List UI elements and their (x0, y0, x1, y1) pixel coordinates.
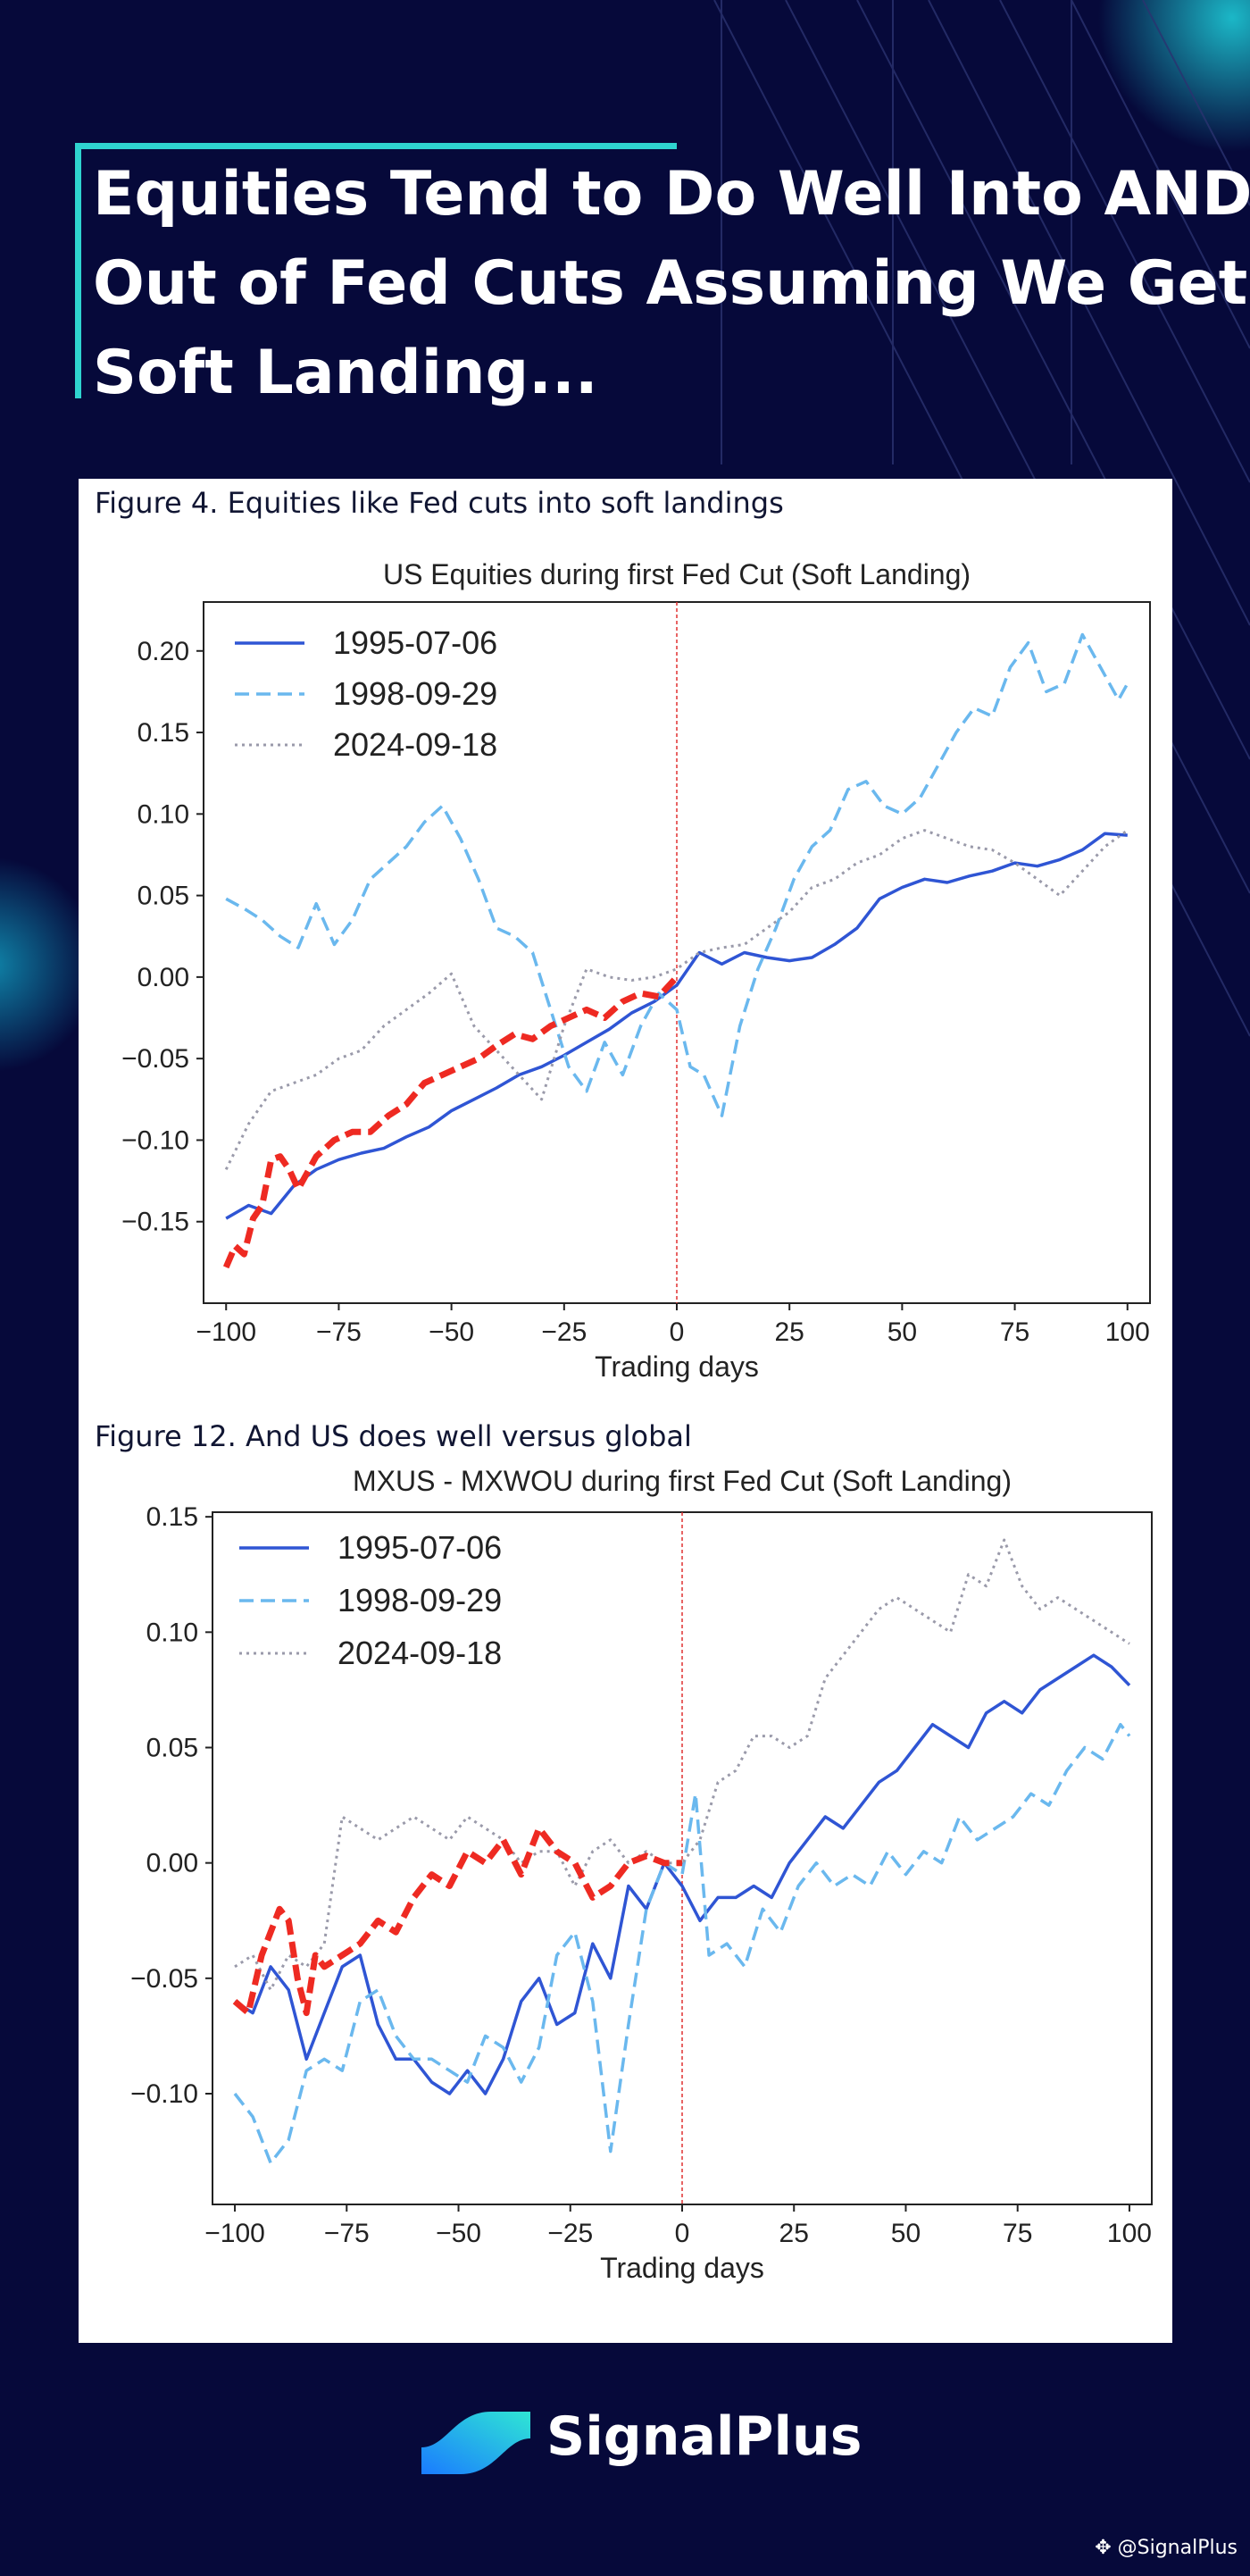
x-tick-label: 50 (888, 1317, 917, 1347)
x-axis-label: Trading days (600, 2252, 764, 2284)
figure-caption: Figure 4. Equities like Fed cuts into so… (95, 486, 784, 520)
y-tick-label: 0.15 (146, 1502, 198, 1532)
x-tick-label: 0 (675, 2219, 690, 2248)
x-tick-label: 0 (670, 1317, 685, 1347)
headline-accent-stripe (75, 143, 81, 398)
x-tick-label: 75 (1003, 2219, 1032, 2248)
us-equities-chart: US Equities during first Fed Cut (Soft L… (121, 558, 1151, 1383)
diagonal-lines (713, 0, 1250, 1037)
mxus-mxwou-chart: MXUS - MXWOU during first Fed Cut (Soft … (130, 1465, 1153, 2284)
y-tick-label: 0.20 (138, 637, 189, 666)
series-line-1995-07-06 (225, 832, 1128, 1220)
x-tick-label: −100 (196, 1317, 256, 1347)
y-tick-label: 0.00 (138, 963, 189, 992)
signalplus-small-icon: ✥ (1095, 2537, 1112, 2559)
series-line-2024-09-18 (224, 829, 1129, 1170)
y-tick-label: 0.00 (146, 1849, 198, 1878)
y-tick-label: −0.05 (121, 1044, 189, 1074)
brand: SignalPlus (420, 2398, 862, 2488)
legend-label: 1995-07-06 (333, 624, 497, 661)
series-line-highlight (232, 1825, 682, 2017)
y-tick-label: 0.15 (138, 718, 189, 748)
headline: Equities Tend to Do Well Into AND Out of… (93, 150, 1250, 418)
legend-label: 2024-09-18 (338, 1635, 502, 1671)
handle[interactable]: ✥ @SignalPlus (1095, 2537, 1238, 2559)
series-line-highlight (222, 974, 679, 1269)
x-tick-label: −75 (316, 1317, 362, 1347)
legend-label: 2024-09-18 (333, 726, 497, 763)
x-tick-label: −25 (547, 2219, 593, 2248)
x-tick-label: −25 (541, 1317, 587, 1347)
figure-panel-1: Figure 4. Equities like Fed cuts into so… (79, 479, 1172, 1414)
x-axis-label: Trading days (595, 1351, 759, 1383)
series-line-1998-09-29 (225, 632, 1129, 1117)
figure-caption: Figure 12. And US does well versus globa… (95, 1419, 692, 1453)
handle-text: @SignalPlus (1117, 2537, 1238, 2559)
y-tick-label: 0.10 (138, 799, 189, 829)
y-tick-label: 0.10 (146, 1618, 198, 1647)
x-tick-label: 25 (775, 1317, 804, 1347)
corner-glow (1098, 0, 1250, 152)
chart-title: US Equities during first Fed Cut (Soft L… (383, 558, 971, 590)
y-tick-label: −0.10 (121, 1125, 189, 1155)
x-tick-label: 50 (891, 2219, 921, 2248)
legend-label: 1998-09-29 (333, 675, 497, 712)
figure-panel-2: Figure 12. And US does well versus globa… (79, 1414, 1172, 2343)
x-tick-label: 100 (1107, 2219, 1152, 2248)
side-glow (0, 857, 98, 1072)
signalplus-logo-icon (421, 2412, 530, 2474)
legend-label: 1995-07-06 (338, 1529, 502, 1566)
headline-line: Soft Landing... (93, 338, 598, 408)
x-tick-label: −75 (324, 2219, 370, 2248)
y-tick-label: −0.05 (130, 1964, 198, 1994)
x-tick-label: 100 (1105, 1317, 1150, 1347)
y-tick-label: −0.15 (121, 1208, 189, 1237)
headline-accent-bar (75, 143, 677, 149)
chart-title: MXUS - MXWOU during first Fed Cut (Soft … (353, 1465, 1012, 1497)
y-tick-label: 0.05 (138, 882, 189, 911)
x-tick-label: 25 (779, 2219, 809, 2248)
y-tick-label: 0.05 (146, 1734, 198, 1763)
series-line-2024-09-18 (234, 1538, 1130, 1992)
x-tick-label: 75 (1000, 1317, 1029, 1347)
y-tick-label: −0.10 (130, 2079, 198, 2109)
x-tick-label: −100 (204, 2219, 265, 2248)
series-line-1998-09-29 (233, 1722, 1131, 2165)
x-tick-label: −50 (436, 2219, 481, 2248)
brand-name: SignalPlus (546, 2405, 862, 2468)
headline-line: Equities Tend to Do Well Into AND (93, 159, 1250, 230)
legend-label: 1998-09-29 (338, 1582, 502, 1618)
headline-line: Out of Fed Cuts Assuming We Get a (93, 248, 1250, 319)
series-line-1995-07-06 (234, 1653, 1131, 2095)
x-tick-label: −50 (429, 1317, 474, 1347)
